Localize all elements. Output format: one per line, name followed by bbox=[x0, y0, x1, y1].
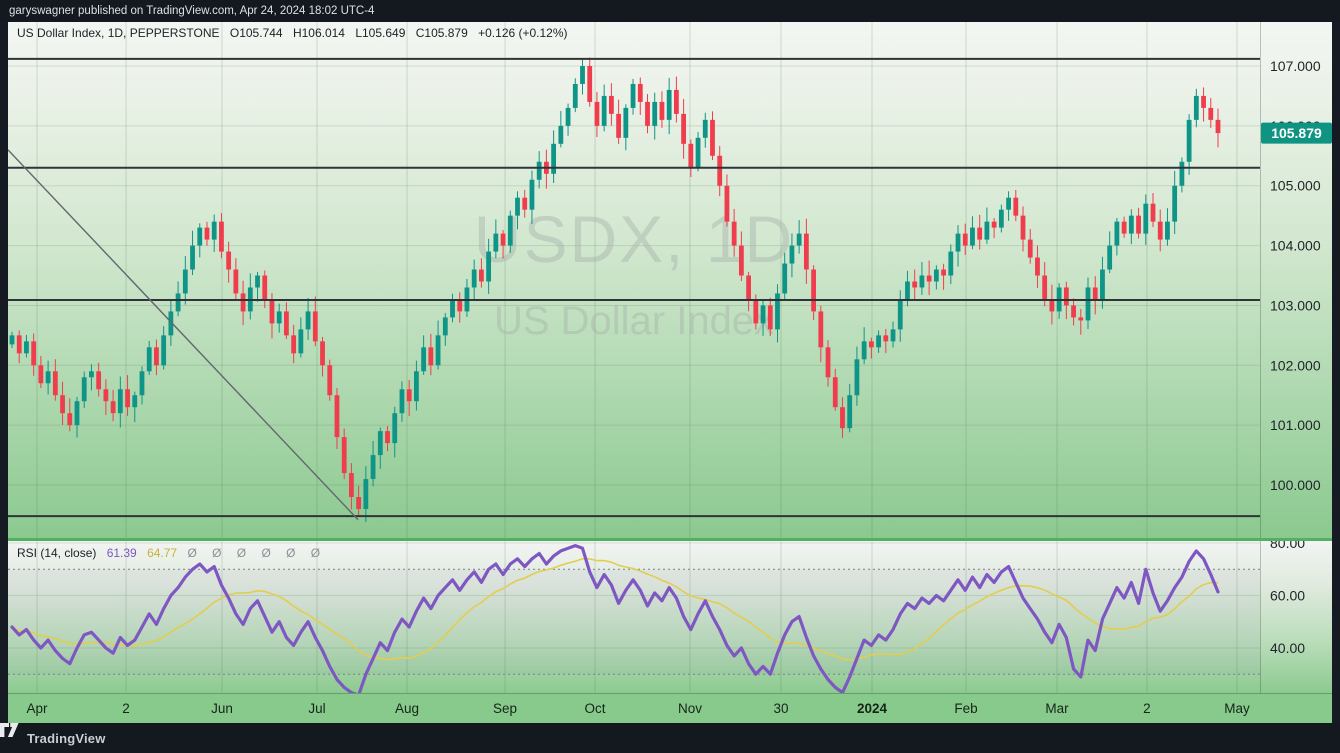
time-axis-label: 2024 bbox=[856, 701, 888, 716]
time-axis-label: Sep bbox=[493, 701, 518, 716]
footer-bar: TradingView bbox=[0, 723, 1340, 753]
rsi-tick-label: 80.00 bbox=[1270, 541, 1305, 551]
header-bar: garyswagner published on TradingView.com… bbox=[0, 0, 1340, 22]
header-attribution-text: garyswagner published on TradingView.com… bbox=[9, 5, 375, 17]
time-axis-label: 2 bbox=[1143, 701, 1151, 716]
time-scale[interactable]: Apr 2 Jun Jul Aug Sep Oct Nov 30 2024 Feb Mar 2 May bbox=[8, 693, 1332, 723]
ohlc-high: H106.014 bbox=[292, 26, 345, 40]
price-tick-label: 107.000 bbox=[1270, 58, 1321, 74]
rsi-scale[interactable]: 40.00 60.00 80.00 bbox=[1260, 541, 1306, 693]
time-axis-label: Apr bbox=[26, 701, 48, 716]
rsi-tick-label: 40.00 bbox=[1270, 640, 1305, 656]
price-tick-label: 101.000 bbox=[1270, 417, 1321, 433]
rsi-grid-layer bbox=[8, 541, 1260, 693]
time-axis-label: Mar bbox=[1045, 701, 1069, 716]
time-axis-label: Feb bbox=[954, 701, 978, 716]
svg-text:USDX, 1D: USDX, 1D bbox=[474, 202, 794, 276]
time-axis-label: Jul bbox=[308, 701, 326, 716]
grid-layer bbox=[8, 22, 1260, 538]
main-price-pane[interactable]: US Dollar Index, 1D, PEPPERSTONE O105.74… bbox=[8, 22, 1332, 538]
svg-text:US Dollar Index: US Dollar Index bbox=[494, 299, 774, 343]
symbol-title[interactable]: US Dollar Index, 1D, PEPPERSTONE bbox=[17, 26, 220, 40]
time-axis-label: Nov bbox=[677, 701, 702, 716]
time-axis-label: Aug bbox=[394, 701, 420, 716]
price-tick-label: 102.000 bbox=[1270, 357, 1321, 373]
rsi-title[interactable]: RSI (14, close) bbox=[17, 546, 97, 560]
rsi-pane[interactable]: RSI (14, close) 61.39 64.77 Ø Ø Ø Ø Ø Ø … bbox=[8, 541, 1332, 693]
symbol-legend[interactable]: US Dollar Index, 1D, PEPPERSTONE O105.74… bbox=[17, 26, 575, 40]
rsi-ma-value: 64.77 bbox=[147, 546, 178, 560]
price-tick-label: 105.000 bbox=[1270, 178, 1321, 194]
time-axis-label: 2 bbox=[122, 701, 130, 716]
chart-card: US Dollar Index, 1D, PEPPERSTONE O105.74… bbox=[8, 22, 1332, 723]
pane-separator-handle[interactable] bbox=[8, 538, 1332, 541]
tradingview-brand[interactable]: TradingView bbox=[27, 730, 106, 746]
candlestick-chart[interactable]: USDX, 1D US Dollar Index 100.000 101.000 102… bbox=[8, 22, 1332, 538]
ohlc-change: +0.126 (+0.12%) bbox=[478, 26, 568, 40]
rsi-band-fill bbox=[8, 569, 1260, 675]
last-price-badge bbox=[1261, 122, 1332, 144]
ohlc-low: L105.649 bbox=[355, 26, 406, 40]
rsi-value: 61.39 bbox=[106, 546, 137, 560]
rsi-legend[interactable]: RSI (14, close) 61.39 64.77 Ø Ø Ø Ø Ø Ø bbox=[17, 546, 333, 560]
rsi-chart[interactable]: 40.00 60.00 80.00 bbox=[8, 541, 1332, 693]
time-axis-label: Oct bbox=[584, 701, 606, 716]
rsi-empty-values: Ø Ø Ø Ø Ø Ø bbox=[187, 546, 327, 560]
watermark: USDX, 1D US Dollar Index bbox=[474, 202, 794, 343]
time-axis-label: Jun bbox=[211, 701, 233, 716]
price-tick-label: 104.000 bbox=[1270, 238, 1321, 254]
ohlc-open: O105.744 bbox=[229, 26, 283, 40]
drawn-lines-layer[interactable] bbox=[8, 57, 1260, 521]
price-tick-label: 103.000 bbox=[1270, 297, 1321, 313]
tradingview-logo-icon[interactable] bbox=[0, 723, 19, 737]
rsi-tick-label: 60.00 bbox=[1270, 588, 1305, 604]
price-tick-label: 100.000 bbox=[1270, 477, 1321, 493]
candles-layer bbox=[9, 57, 1221, 523]
last-price-badge-text: 105.879 bbox=[1271, 125, 1322, 141]
price-scale[interactable]: 100.000 101.000 102.000 103.000 104.000 105.0… bbox=[1260, 22, 1333, 538]
time-axis-label: May bbox=[1224, 701, 1250, 716]
ohlc-close: C105.879 bbox=[415, 26, 468, 40]
time-axis-label: 30 bbox=[773, 701, 789, 716]
rsi-line bbox=[10, 544, 1220, 693]
